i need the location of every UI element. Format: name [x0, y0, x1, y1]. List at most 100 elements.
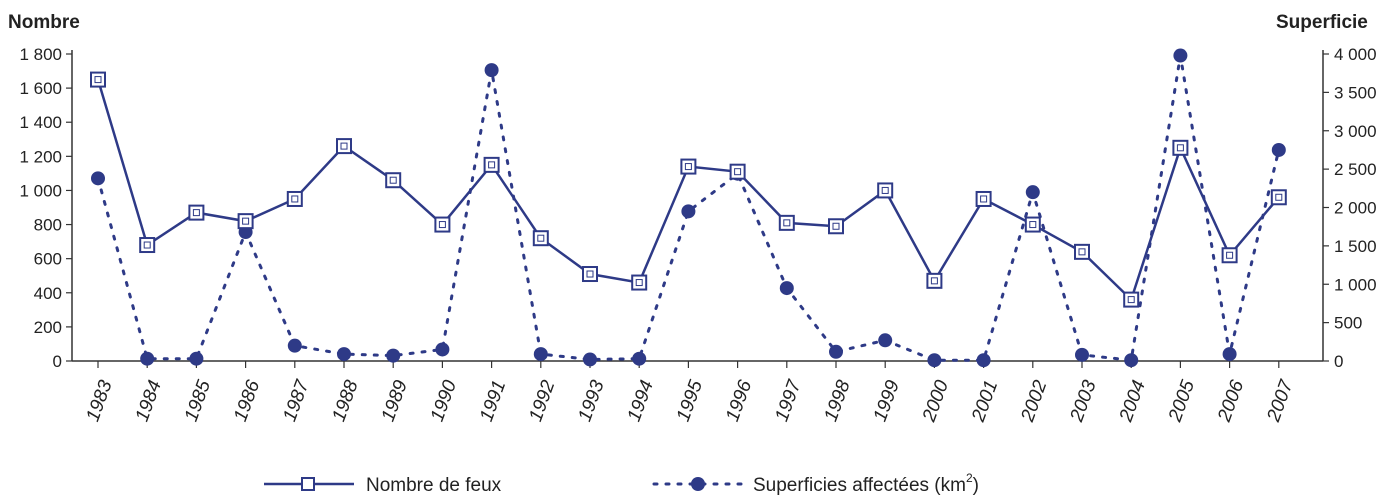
area-point [632, 351, 647, 366]
x-tick-label: 1985 [181, 377, 215, 424]
area-point [1173, 48, 1188, 63]
right-axis-title: Superficie [1276, 12, 1368, 33]
right-axis-ticks: 0 500 1 000 1 500 2 000 2 500 3 000 3 500 4 000 [1323, 45, 1377, 371]
count-point-inner [734, 168, 742, 176]
right-tick-label: 2 500 [1334, 160, 1377, 179]
count-point [1221, 247, 1238, 264]
count-point-inner [1127, 296, 1135, 304]
x-tick-label: 1991 [476, 378, 510, 425]
x-tick-label: 1988 [329, 377, 363, 424]
left-tick-label: 1 400 [19, 113, 62, 132]
count-point [729, 163, 746, 180]
count-point [286, 190, 303, 207]
count-point-inner [488, 161, 496, 169]
count-point-inner [143, 241, 151, 249]
area-point [976, 353, 991, 368]
x-tick-label: 1990 [427, 377, 461, 424]
x-tick-label: 1994 [624, 378, 658, 425]
left-tick-label: 1 200 [19, 147, 62, 166]
x-tick-label: 1983 [83, 377, 117, 424]
count-point-inner [340, 142, 348, 150]
area-point [1271, 142, 1286, 157]
series-area-line [91, 48, 1286, 368]
x-axis-ticks: 1983 1984 1985 1986 1987 1988 1989 1990 1991 1992… [83, 361, 1298, 425]
area-point [1075, 347, 1089, 362]
count-point [778, 214, 795, 231]
count-point-inner [930, 277, 938, 285]
count-point-inner [94, 76, 102, 84]
legend-area-label: Superficies affectées (km2) [753, 471, 979, 495]
count-point [434, 216, 451, 233]
count-point-inner [1029, 221, 1037, 229]
count-point [975, 190, 992, 207]
legend-count-swatch-marker [301, 477, 315, 491]
count-point [336, 138, 352, 155]
count-point [926, 272, 943, 289]
area-point [91, 171, 105, 186]
count-point [1270, 189, 1287, 206]
area-point [189, 351, 204, 366]
count-point [828, 218, 844, 235]
legend-item-area: Superficies affectées (km2) [652, 471, 979, 495]
area-point [386, 348, 401, 363]
x-tick-label: 1995 [673, 377, 707, 424]
area-point [337, 347, 351, 362]
left-tick-label: 200 [34, 318, 62, 337]
x-tick-label: 1996 [722, 377, 756, 424]
count-point [483, 156, 500, 173]
count-point-inner [438, 221, 446, 229]
count-point [877, 182, 894, 199]
axes [71, 50, 1324, 362]
area-point [287, 338, 302, 353]
right-tick-label: 3 000 [1334, 122, 1377, 141]
legend-item-count: Nombre de feux [264, 475, 502, 495]
x-tick-label: 1986 [230, 377, 264, 424]
legend: Nombre de feux Superficies affectées (km… [264, 471, 979, 495]
count-point-inner [1275, 193, 1283, 201]
legend-area-label-superscript: 2 [966, 471, 973, 485]
count-point [90, 71, 106, 88]
x-tick-label: 2007 [1263, 376, 1298, 425]
x-tick-label: 1993 [575, 377, 609, 424]
area-point [1222, 347, 1237, 362]
count-point-inner [1226, 251, 1234, 259]
x-tick-label: 1997 [771, 376, 806, 424]
x-tick-label: 2001 [968, 378, 1003, 426]
legend-area-label-suffix: ) [973, 475, 979, 495]
right-tick-label: 1 500 [1334, 237, 1377, 256]
count-point-inner [192, 209, 200, 217]
count-point [532, 230, 549, 247]
area-point [533, 347, 548, 362]
legend-area-label-main: Superficies affectées (km [753, 475, 966, 495]
area-point [583, 352, 597, 367]
count-point-inner [783, 219, 791, 227]
right-tick-label: 4 000 [1334, 45, 1377, 64]
x-tick-label: 2005 [1165, 377, 1200, 425]
x-tick-label: 1999 [870, 377, 904, 424]
count-series-line [96, 79, 1280, 302]
area-point [435, 342, 450, 357]
left-tick-label: 1 000 [19, 181, 62, 200]
count-point-inner [1176, 144, 1184, 152]
left-tick-label: 800 [34, 216, 62, 235]
count-point-inner [537, 234, 545, 242]
x-tick-label: 2003 [1066, 377, 1101, 425]
count-point [188, 204, 205, 221]
count-point [385, 172, 402, 189]
count-point [1172, 139, 1189, 156]
count-point-inner [389, 176, 397, 184]
left-axis-ticks: 0 200 400 600 800 1 000 1 200 1 400 1 600 1 800 [19, 45, 72, 371]
x-tick-label: 1998 [821, 377, 855, 424]
count-point [680, 158, 697, 175]
area-point [1124, 353, 1139, 368]
count-point-inner [980, 195, 988, 203]
left-tick-label: 0 [53, 352, 62, 371]
count-point [237, 213, 254, 230]
legend-count-label: Nombre de feux [366, 475, 502, 495]
left-axis-title: Nombre [8, 12, 80, 33]
left-tick-label: 600 [34, 250, 62, 269]
right-tick-label: 500 [1334, 314, 1362, 333]
legend-area-swatch-marker [691, 477, 705, 491]
x-tick-label: 2006 [1214, 377, 1249, 425]
